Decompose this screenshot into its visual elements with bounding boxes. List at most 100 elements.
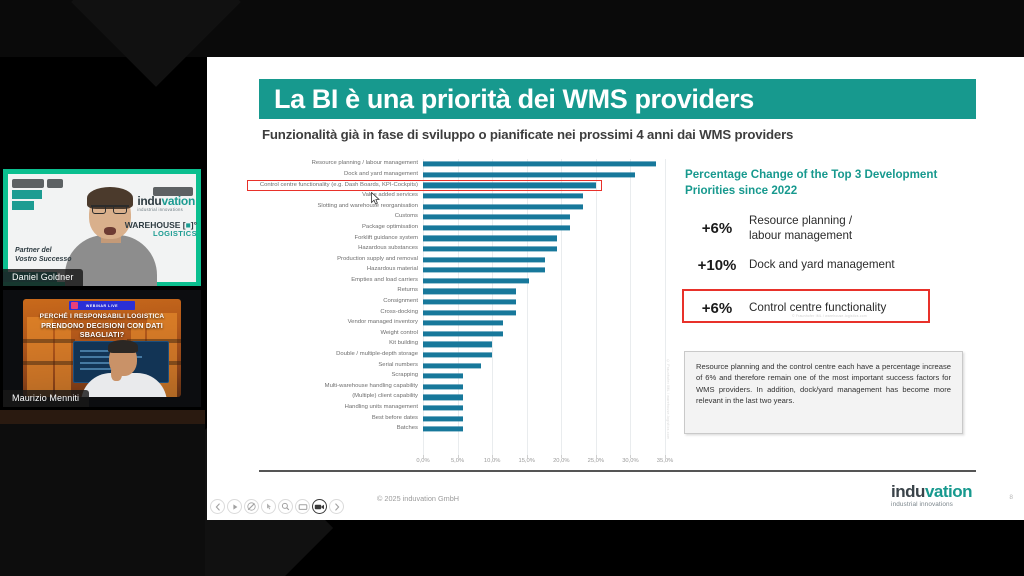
insight-note-box: Resource planning and the control centre… xyxy=(684,351,963,434)
chart-category-label: Hazardous substances xyxy=(358,245,418,252)
chart-row: Consignment xyxy=(245,297,665,308)
play-button[interactable] xyxy=(227,499,242,514)
kpi-label-line-1: Resource planning / xyxy=(749,214,853,227)
chart-category-label: Forklift guidance system xyxy=(354,234,418,241)
chart-plot-cell xyxy=(423,371,665,382)
chart-category-label: Production supply and removal xyxy=(337,255,418,262)
highlight-box-control-centre-kpi xyxy=(682,289,930,323)
chart-x-tick-label: 20,0% xyxy=(553,458,570,464)
badge-line-2: LOGISTICS xyxy=(152,229,197,239)
chart-row: Double / multiple-depth storage xyxy=(245,350,665,361)
chart-bar xyxy=(423,278,529,284)
headline-line-2: PRENDONO DECISIONI CON DATI SBAGLIATI? xyxy=(41,321,163,340)
person-hand xyxy=(111,365,122,381)
bg-bar xyxy=(12,201,34,210)
chart-plot-cell xyxy=(423,360,665,371)
rectangle-icon xyxy=(298,503,308,511)
chart-bar xyxy=(423,426,464,432)
chart-x-tick xyxy=(526,455,528,458)
magnifier-icon xyxy=(281,502,290,511)
chart-bar xyxy=(423,299,517,305)
chart-bar xyxy=(423,373,464,379)
chart-category-label: Best before dates xyxy=(371,414,418,421)
chart-row: Batches xyxy=(245,424,665,435)
laser-pointer-button[interactable] xyxy=(261,499,276,514)
chart-x-tick xyxy=(665,455,666,458)
next-button[interactable] xyxy=(329,499,344,514)
chart-bar xyxy=(423,214,570,220)
zoom-button[interactable] xyxy=(278,499,293,514)
chart-category-label: Dock and yard management xyxy=(343,170,418,177)
chart-plot-cell xyxy=(423,191,665,202)
kpi-label-line-2: labour management xyxy=(749,228,853,242)
chart-category-label: Consignment xyxy=(383,298,418,305)
chart-category-label: Value added services xyxy=(362,192,418,199)
video-tile-maurizio-menniti[interactable]: WEBINAR LIVE PERCHÉ I RESPONSABILI LOGIS… xyxy=(2,289,202,408)
chart-bar xyxy=(423,225,570,231)
chart-bar xyxy=(423,331,504,337)
previous-button[interactable] xyxy=(210,499,225,514)
chart-bar xyxy=(423,204,583,210)
fullscreen-button[interactable] xyxy=(295,499,310,514)
footer-logo: induvation industrial innovations xyxy=(891,483,972,508)
chevron-left-icon xyxy=(214,502,222,511)
chart-plot-cell xyxy=(423,392,665,403)
footer-divider xyxy=(259,470,976,472)
chart-category-label: Control centre functionality (e.g. Dash … xyxy=(259,181,418,188)
video-tile-daniel-goldner[interactable]: induvation industrial innovations WAREHO… xyxy=(2,168,202,287)
chart-plot-cell xyxy=(423,180,665,191)
slide-page-number: 8 xyxy=(1009,494,1013,501)
camera-toggle-button[interactable] xyxy=(312,499,327,514)
chart-row: Value added services xyxy=(245,191,665,202)
chart-category-label: Empties and load carriers xyxy=(351,276,418,283)
chart-plot-cell xyxy=(423,381,665,392)
person-body xyxy=(81,373,167,397)
player-toolbar[interactable] xyxy=(207,497,347,516)
warehouse-rack xyxy=(27,317,53,397)
bg-bar xyxy=(153,187,193,196)
monitor-line xyxy=(80,362,118,364)
chart-category-label: Scrapping xyxy=(391,372,418,379)
kpi-label: Resource planning / labour management xyxy=(749,214,852,244)
chart-plot-cell xyxy=(423,318,665,329)
warehouse-rack-shadow xyxy=(23,361,75,365)
bg-bar xyxy=(196,169,201,286)
chart-category-label: Serial numbers xyxy=(378,361,418,368)
chart-plot-cell xyxy=(423,201,665,212)
kpi-label: Control centre functionality xyxy=(749,300,887,314)
chart-bar xyxy=(423,384,464,390)
chart-row: Control centre functionality (e.g. Dash … xyxy=(245,180,665,191)
chart-bar xyxy=(423,246,558,252)
bg-bar xyxy=(12,179,44,188)
kpi-value: +6% xyxy=(701,220,733,238)
chart-bar xyxy=(423,235,558,242)
chart-category-label: Batches xyxy=(396,425,418,432)
tagline-line-1: Partner del xyxy=(15,247,52,254)
chart-x-tick-label: 30,0% xyxy=(622,458,639,464)
copyright-text: © 2025 induvation GmbH xyxy=(377,494,460,503)
kpi-credit: © Fraunhofer IML / warehouse-logistics.c… xyxy=(792,314,867,318)
chart-category-label: (Multiple) client capability xyxy=(352,393,418,400)
chart-bar xyxy=(423,415,464,422)
webinar-headline: PERCHÉ I RESPONSABILI LOGISTICA PRENDONO… xyxy=(33,313,171,339)
chart-plot-cell xyxy=(423,297,665,308)
logo-wordmark: induvation xyxy=(891,482,972,501)
badge-line-1: WAREHOUSE [■]° xyxy=(124,220,197,230)
annotate-pen-button[interactable] xyxy=(244,499,259,514)
bg-bar xyxy=(47,179,63,188)
chart-row: Best before dates xyxy=(245,413,665,424)
right-panel-title: Percentage Change of the Top 3 Developme… xyxy=(685,168,938,197)
presentation-slide[interactable]: La BI è una priorità dei WMS providers F… xyxy=(207,57,1024,520)
chart-bar xyxy=(423,257,545,263)
participant-name-label: Daniel Goldner xyxy=(3,269,84,286)
headline-line-1: PERCHÉ I RESPONSABILI LOGISTICA xyxy=(39,313,165,320)
chart-row: Serial numbers xyxy=(245,360,665,371)
page-title: La BI è una priorità dei WMS providers xyxy=(274,83,754,114)
warehouse-backdrop: WEBINAR LIVE PERCHÉ I RESPONSABILI LOGIS… xyxy=(23,299,181,397)
chart-plot-cell xyxy=(423,265,665,276)
chart-category-label: Handling units management xyxy=(344,404,418,410)
chart-plot-cell xyxy=(423,170,665,181)
chart-bar xyxy=(423,310,517,316)
kpi-value: +10% xyxy=(697,257,737,274)
